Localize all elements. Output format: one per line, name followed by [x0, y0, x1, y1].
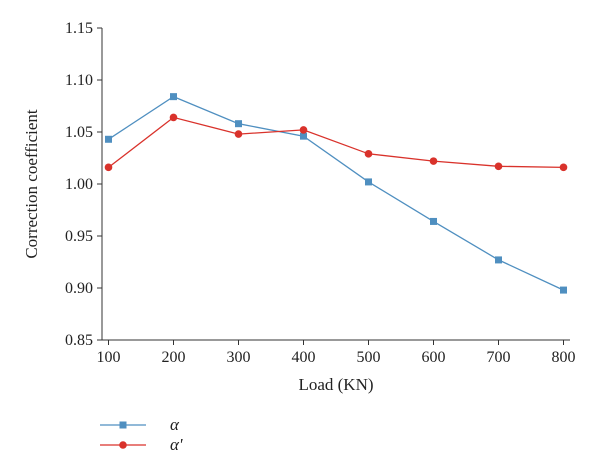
x-tick-label: 600 — [422, 349, 446, 366]
x-axis-label: Load (KN) — [298, 375, 373, 394]
x-tick-label: 700 — [487, 349, 511, 366]
data-point — [235, 120, 242, 128]
plot-area: 0.85 0.90 0.95 1.00 1.05 1.10 1.15 100 200 300 40… — [65, 20, 576, 366]
y-tick-label: 1.00 — [65, 176, 93, 193]
x-tick-label: 300 — [227, 349, 251, 366]
x-tick-label: 200 — [162, 349, 186, 366]
x-tick-label: 100 — [97, 349, 121, 366]
data-point — [560, 286, 567, 294]
y-tick-label: 1.05 — [65, 124, 93, 141]
data-point — [494, 162, 503, 171]
y-tick-label: 0.90 — [65, 280, 93, 297]
y-tick-label: 1.15 — [65, 20, 93, 37]
data-point — [559, 163, 568, 172]
legend: αα' — [100, 415, 183, 454]
data-point — [495, 256, 502, 264]
series-layer — [104, 93, 568, 294]
legend-marker — [119, 441, 127, 449]
y-tick-label: 0.95 — [65, 228, 93, 245]
series-line-1 — [108, 116, 564, 169]
data-point — [299, 126, 308, 134]
data-point — [429, 157, 438, 165]
y-ticks: 0.85 0.90 0.95 1.00 1.05 1.10 1.15 — [65, 20, 102, 349]
y-tick-label: 1.10 — [65, 72, 93, 89]
data-point — [169, 113, 178, 122]
y-axis-label: Correction coefficient — [22, 109, 41, 259]
legend-label: α — [170, 415, 180, 434]
y-tick-label: 0.85 — [65, 332, 93, 349]
data-point — [234, 130, 243, 138]
x-tick-label: 400 — [292, 349, 316, 366]
data-point — [104, 163, 113, 172]
series-line-0 — [108, 95, 564, 291]
data-point — [365, 178, 372, 186]
legend-label: α' — [170, 435, 183, 454]
x-tick-label: 800 — [552, 349, 576, 366]
data-point — [170, 93, 177, 101]
data-point — [364, 150, 373, 158]
x-ticks: 100 200 300 400 500 600 700 800 — [97, 340, 576, 366]
x-tick-label: 500 — [357, 349, 381, 366]
data-point — [300, 132, 307, 140]
data-point — [105, 135, 112, 143]
legend-marker — [119, 421, 127, 429]
data-point — [430, 217, 437, 225]
